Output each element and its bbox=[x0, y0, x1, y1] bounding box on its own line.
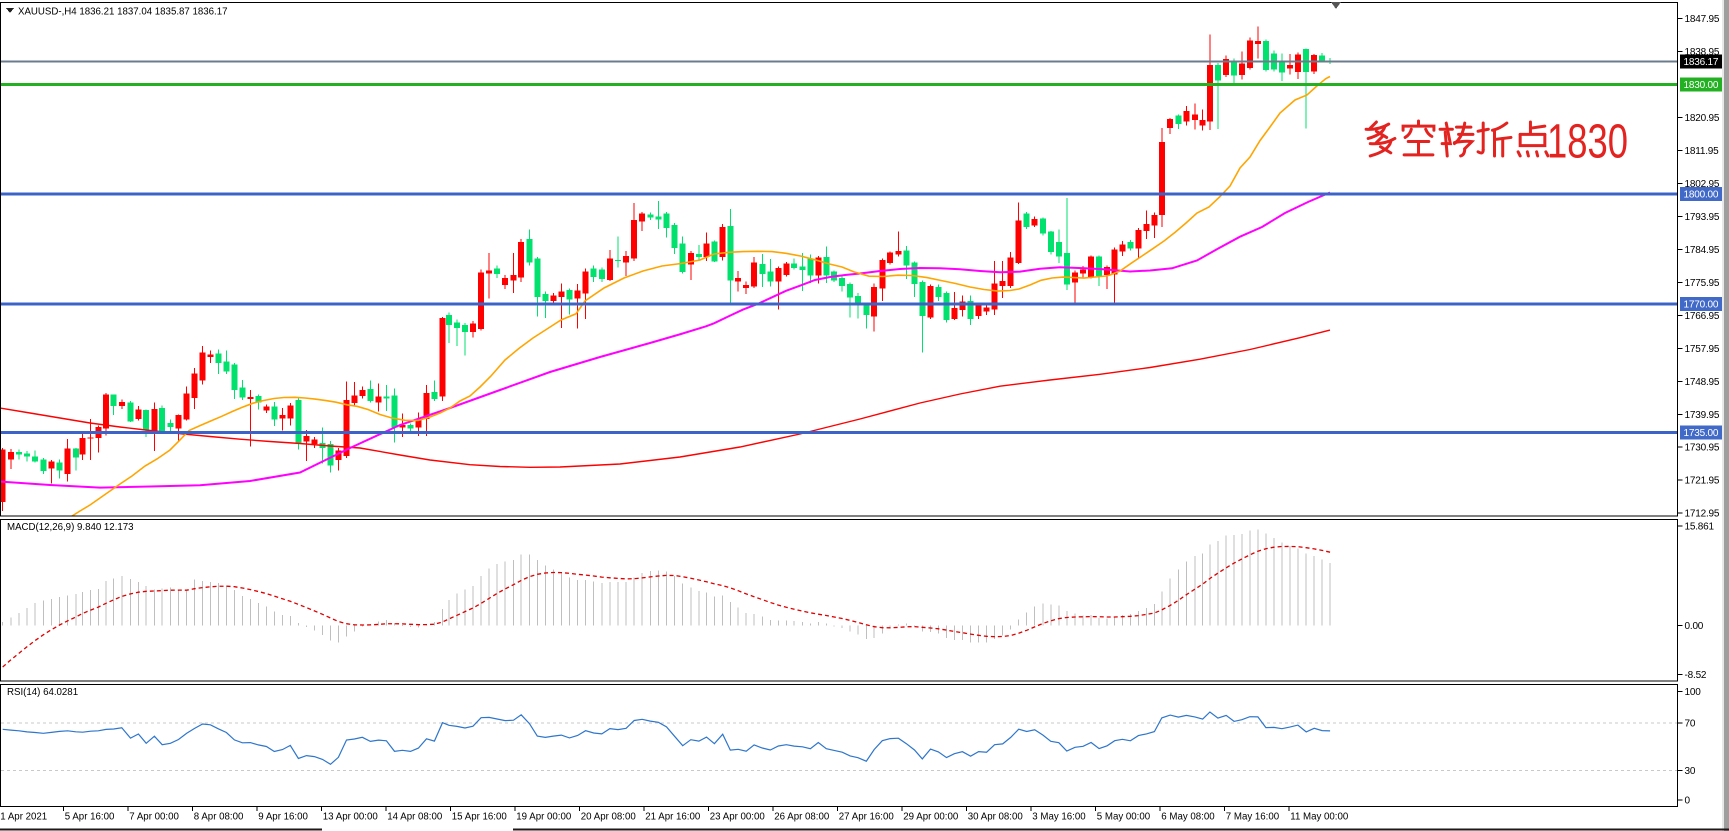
svg-text:1836.17: 1836.17 bbox=[1684, 57, 1719, 68]
svg-text:14 Apr 08:00: 14 Apr 08:00 bbox=[387, 812, 443, 823]
svg-text:9 Apr 16:00: 9 Apr 16:00 bbox=[258, 812, 308, 823]
svg-text:30 Apr 08:00: 30 Apr 08:00 bbox=[968, 812, 1024, 823]
svg-text:26 Apr 08:00: 26 Apr 08:00 bbox=[774, 812, 830, 823]
svg-text:3 May 16:00: 3 May 16:00 bbox=[1032, 812, 1086, 823]
svg-text:1811.95: 1811.95 bbox=[1685, 146, 1720, 157]
svg-text:7 May 16:00: 7 May 16:00 bbox=[1226, 812, 1280, 823]
svg-text:30: 30 bbox=[1685, 766, 1696, 777]
svg-text:1847.95: 1847.95 bbox=[1685, 14, 1720, 25]
svg-text:13 Apr 00:00: 13 Apr 00:00 bbox=[323, 812, 379, 823]
svg-text:1784.95: 1784.95 bbox=[1685, 245, 1720, 256]
svg-text:0: 0 bbox=[1685, 795, 1691, 806]
svg-text:19 Apr 00:00: 19 Apr 00:00 bbox=[516, 812, 572, 823]
svg-text:1730.95: 1730.95 bbox=[1685, 443, 1720, 454]
svg-text:RSI(14) 64.0281: RSI(14) 64.0281 bbox=[7, 687, 78, 698]
svg-text:1721.95: 1721.95 bbox=[1685, 476, 1720, 487]
svg-text:11 May 00:00: 11 May 00:00 bbox=[1290, 812, 1349, 823]
svg-text:1802.95: 1802.95 bbox=[1685, 179, 1720, 190]
svg-text:1748.95: 1748.95 bbox=[1685, 377, 1720, 388]
svg-text:1770.00: 1770.00 bbox=[1684, 300, 1719, 311]
svg-text:20 Apr 08:00: 20 Apr 08:00 bbox=[581, 812, 637, 823]
svg-text:5 Apr 16:00: 5 Apr 16:00 bbox=[65, 812, 115, 823]
svg-text:1775.95: 1775.95 bbox=[1685, 278, 1720, 289]
svg-text:6 May 08:00: 6 May 08:00 bbox=[1161, 812, 1215, 823]
svg-text:1712.95: 1712.95 bbox=[1685, 509, 1720, 520]
svg-text:70: 70 bbox=[1685, 718, 1696, 729]
svg-text:0.00: 0.00 bbox=[1685, 621, 1704, 632]
svg-text:29 Apr 00:00: 29 Apr 00:00 bbox=[903, 812, 959, 823]
svg-text:1830: 1830 bbox=[1547, 116, 1628, 169]
svg-text:1739.95: 1739.95 bbox=[1685, 410, 1720, 421]
svg-text:MACD(12,26,9) 9.840 12.173: MACD(12,26,9) 9.840 12.173 bbox=[7, 522, 134, 533]
svg-text:27 Apr 16:00: 27 Apr 16:00 bbox=[839, 812, 895, 823]
svg-text:23 Apr 00:00: 23 Apr 00:00 bbox=[710, 812, 766, 823]
svg-text:1766.95: 1766.95 bbox=[1685, 311, 1720, 322]
svg-text:-8.52: -8.52 bbox=[1685, 670, 1707, 681]
svg-text:XAUUSD-,H4 1836.21 1837.04 18: XAUUSD-,H4 1836.21 1837.04 1835.87 1836.… bbox=[18, 7, 228, 18]
svg-text:1838.95: 1838.95 bbox=[1685, 47, 1720, 58]
svg-text:100: 100 bbox=[1685, 687, 1702, 698]
svg-text:7 Apr 00:00: 7 Apr 00:00 bbox=[129, 812, 179, 823]
svg-text:1735.00: 1735.00 bbox=[1684, 428, 1719, 439]
svg-text:5 May 00:00: 5 May 00:00 bbox=[1097, 812, 1151, 823]
svg-text:15.861: 15.861 bbox=[1685, 522, 1715, 533]
svg-text:1820.95: 1820.95 bbox=[1685, 113, 1720, 124]
svg-text:1757.95: 1757.95 bbox=[1685, 344, 1720, 355]
svg-text:15 Apr 16:00: 15 Apr 16:00 bbox=[452, 812, 508, 823]
svg-text:21 Apr 16:00: 21 Apr 16:00 bbox=[645, 812, 701, 823]
svg-text:1 Apr 2021: 1 Apr 2021 bbox=[0, 812, 47, 823]
svg-text:1793.95: 1793.95 bbox=[1685, 212, 1720, 223]
svg-text:8 Apr 08:00: 8 Apr 08:00 bbox=[194, 812, 244, 823]
svg-text:1830.00: 1830.00 bbox=[1684, 80, 1719, 91]
svg-text:1800.00: 1800.00 bbox=[1684, 190, 1719, 201]
